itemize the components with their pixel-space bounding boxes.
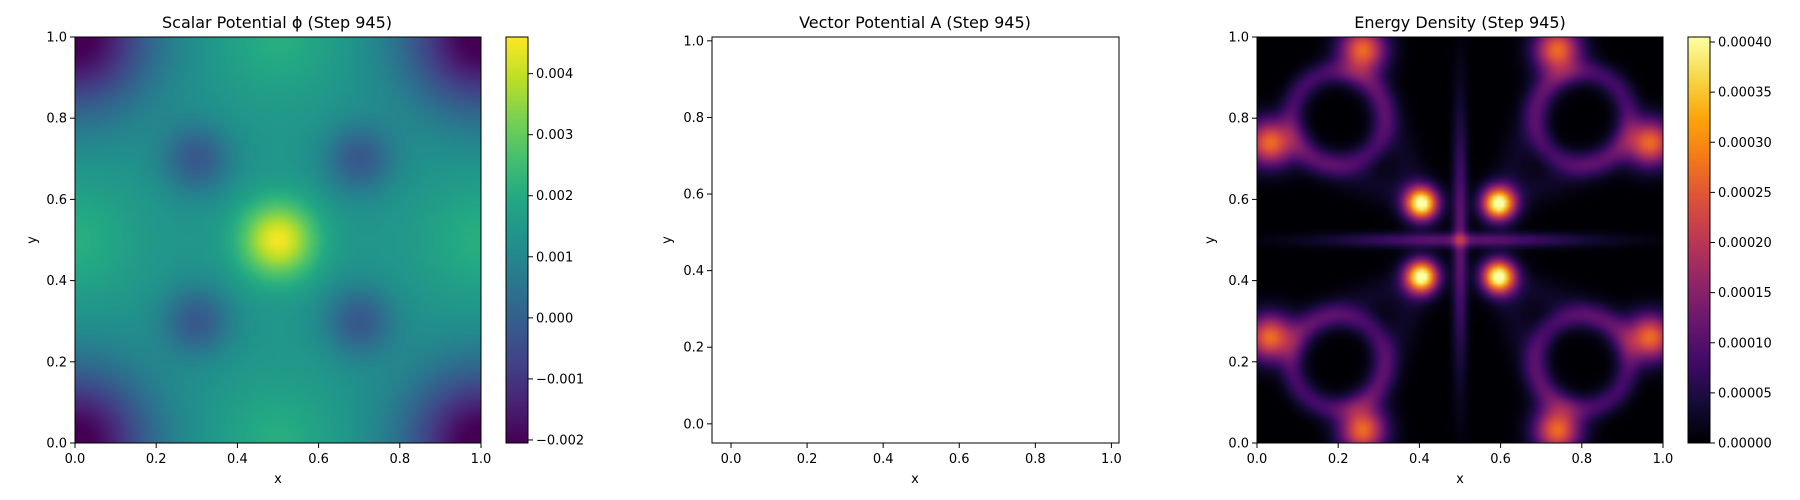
y-tick-label: 0.0 [1228,437,1249,452]
x-tick-label: 0.6 [308,452,329,467]
colorbar-tick-label: 0.000 [536,311,573,326]
panel-3-x-label: x [1456,472,1464,487]
y-tick-label: 0.4 [46,274,67,289]
colorbar-tick-label: −0.001 [536,372,584,387]
panel-3-y-ticks: 0.0 0.2 0.4 0.6 0.8 1.0 [1228,31,1257,452]
y-tick-label: 0.6 [46,193,67,208]
x-tick-label: 0.0 [721,452,742,467]
panel-3-colorbar-frame [1687,36,1711,444]
panel-1-y-label: y [25,236,40,244]
panel-3-heatmap-image [1257,37,1663,443]
colorbar-tick-label: −0.002 [536,433,584,448]
panel-1-heatmap-image [75,37,481,443]
panel-1-colorbar-ticks: −0.002 −0.001 0.000 0.001 0.002 0.003 0.004 [528,67,584,448]
y-tick-label: 0.6 [1228,193,1249,208]
colorbar-tick-label: 0.004 [536,67,573,82]
x-tick-label: 0.4 [873,452,894,467]
y-tick-label: 0.2 [1228,355,1249,370]
x-tick-label: 0.2 [146,452,167,467]
panel-1-x-ticks: 0.0 0.2 0.4 0.6 0.8 1.0 [65,443,492,467]
panel-1-colorbar-frame [505,36,529,444]
y-tick-label: 0.8 [46,112,67,127]
y-tick-label: 0.0 [683,417,704,432]
x-tick-label: 0.8 [1571,452,1592,467]
panel-vector-potential: Vector Potential A (Step 945) 0.0 0.2 0.4 0… [660,13,1122,487]
colorbar-tick-label: 0.002 [536,189,573,204]
x-tick-label: 0.4 [1409,452,1430,467]
panel-1-x-label: x [274,472,282,487]
panel-2-title: Vector Potential A (Step 945) [799,13,1031,32]
x-tick-label: 1.0 [1653,452,1674,467]
colorbar-tick-label: 0.00040 [1718,36,1772,51]
colorbar-tick-label: 0.00010 [1718,336,1772,351]
y-tick-label: 0.2 [683,341,704,356]
y-tick-label: 0.0 [46,437,67,452]
y-tick-label: 0.4 [1228,274,1249,289]
panel-2-y-ticks: 0.0 0.2 0.4 0.6 0.8 1.0 [683,34,712,432]
x-tick-label: 0.6 [1490,452,1511,467]
panel-1-title: Scalar Potential ϕ (Step 945) [162,13,392,32]
panel-3-title: Energy Density (Step 945) [1354,13,1566,32]
panel-3-x-ticks: 0.0 0.2 0.4 0.6 0.8 1.0 [1247,443,1674,467]
x-tick-label: 1.0 [471,452,492,467]
colorbar-tick-label: 0.00025 [1718,186,1772,201]
y-tick-label: 0.8 [1228,112,1249,127]
y-tick-label: 0.6 [683,188,704,203]
colorbar-tick-label: 0.00015 [1718,286,1772,301]
colorbar-tick-label: 0.003 [536,128,573,143]
panel-3-colorbar-image [1688,37,1710,443]
y-tick-label: 0.8 [683,111,704,126]
panel-3-frame [1256,36,1664,444]
panel-3-y-label: y [1203,236,1218,244]
x-tick-label: 0.0 [1247,452,1268,467]
panel-2-y-label: y [660,236,675,244]
x-tick-label: 0.8 [389,452,410,467]
y-tick-label: 1.0 [46,31,67,46]
colorbar-tick-label: 0.00030 [1718,136,1772,151]
y-tick-label: 1.0 [683,34,704,49]
x-tick-label: 1.0 [1101,452,1122,467]
colorbar-tick-label: 0.00000 [1718,437,1772,452]
panel-1-frame [74,36,482,444]
panel-2-x-label: x [911,472,919,487]
y-tick-label: 1.0 [1228,31,1249,46]
x-tick-label: 0.2 [1328,452,1349,467]
panel-energy-density: Energy Density (Step 945) 0.0 0.2 0.4 0.6 0.… [1203,13,1772,487]
colorbar-tick-label: 0.00035 [1718,86,1772,101]
panel-2-plot-area [711,36,1120,444]
x-tick-label: 0.6 [949,452,970,467]
panel-2-x-ticks: 0.0 0.2 0.4 0.6 0.8 1.0 [721,443,1122,467]
y-tick-label: 0.2 [46,355,67,370]
panel-scalar-potential: Scalar Potential ϕ (Step 945) 0.0 0.2 0.4 0… [25,13,584,487]
panel-1-colorbar-image [506,37,528,443]
panel-1-heatmap [75,37,481,443]
x-tick-label: 0.4 [227,452,248,467]
x-tick-label: 0.8 [1025,452,1046,467]
colorbar-tick-label: 0.00020 [1718,236,1772,251]
x-tick-label: 0.0 [65,452,86,467]
panel-3-colorbar-ticks: 0.00000 0.00005 0.00010 0.00015 0.00020 0.000… [1710,36,1772,452]
colorbar-tick-label: 0.001 [536,250,573,265]
y-tick-label: 0.4 [683,264,704,279]
x-tick-label: 0.2 [797,452,818,467]
panel-1-y-ticks: 0.0 0.2 0.4 0.6 0.8 1.0 [46,31,75,452]
colorbar-tick-label: 0.00005 [1718,386,1772,401]
